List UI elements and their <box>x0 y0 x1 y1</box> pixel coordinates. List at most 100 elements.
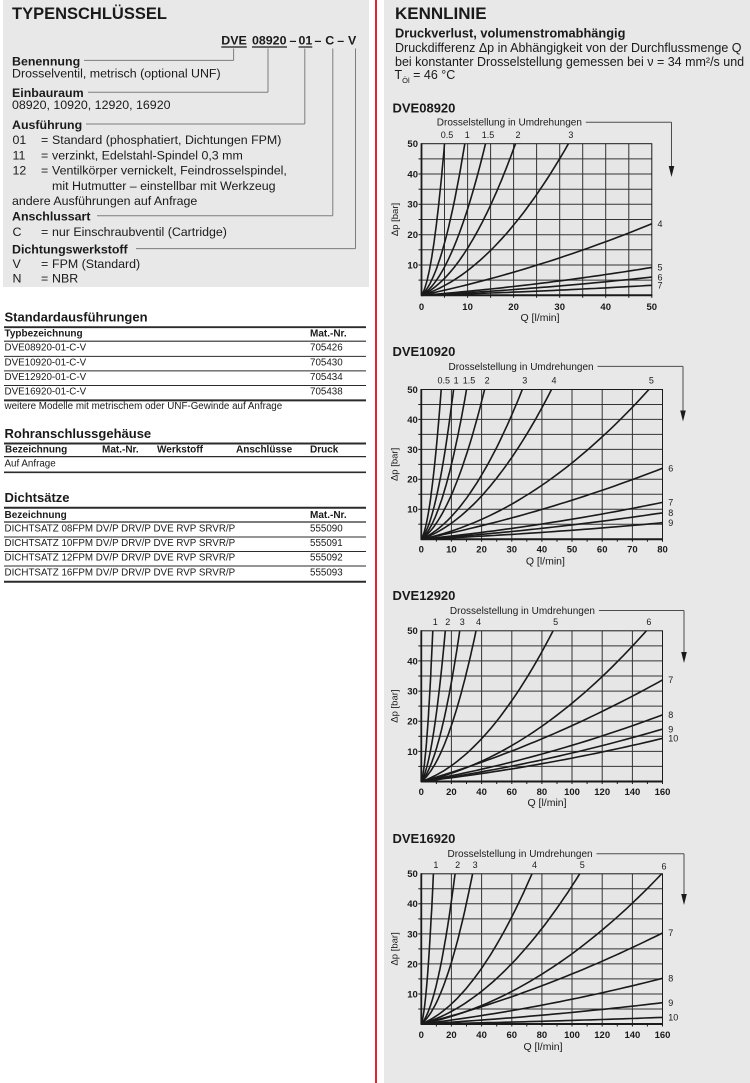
svg-text:705430: 705430 <box>310 357 343 368</box>
svg-text:Dichtsätze: Dichtsätze <box>5 490 70 505</box>
svg-text:08920: 08920 <box>252 34 287 48</box>
svg-text:3: 3 <box>460 617 465 627</box>
svg-text:0: 0 <box>419 1030 424 1041</box>
svg-text:=: = <box>41 164 48 178</box>
svg-text:10: 10 <box>407 747 418 758</box>
svg-text:Δp [bar]: Δp [bar] <box>390 448 401 481</box>
svg-text:30: 30 <box>407 445 418 456</box>
svg-text:=: = <box>41 133 48 147</box>
svg-text:20: 20 <box>446 787 457 798</box>
svg-text:Rohranschlussgehäuse: Rohranschlussgehäuse <box>5 426 152 441</box>
svg-text:3: 3 <box>473 860 478 870</box>
svg-text:Drosselstellung in Umdrehungen: Drosselstellung in Umdrehungen <box>450 606 595 617</box>
svg-text:DICHTSATZ 08FPM DV/P DRV/P DVE: DICHTSATZ 08FPM DV/P DRV/P DVE RVP SRVR/… <box>5 523 236 534</box>
svg-text:Q [l/min]: Q [l/min] <box>527 797 566 809</box>
svg-text:5: 5 <box>580 860 585 870</box>
svg-text:120: 120 <box>594 787 610 798</box>
svg-text:9: 9 <box>668 998 673 1008</box>
svg-text:9: 9 <box>668 518 673 528</box>
svg-text:01: 01 <box>13 133 27 147</box>
svg-text:705426: 705426 <box>310 343 343 354</box>
svg-text:V: V <box>348 34 357 48</box>
svg-text:=: = <box>41 148 48 162</box>
svg-text:Druckverlust, volumenstromabhä: Druckverlust, volumenstromabhängig <box>395 26 625 41</box>
svg-text:6: 6 <box>646 617 651 627</box>
svg-text:80: 80 <box>657 544 668 555</box>
svg-text:120: 120 <box>594 1030 610 1041</box>
svg-text:6: 6 <box>658 272 663 282</box>
svg-text:8: 8 <box>668 508 673 518</box>
svg-text:Bezeichnung: Bezeichnung <box>5 510 67 521</box>
svg-text:50: 50 <box>407 869 418 880</box>
svg-text:6: 6 <box>668 463 673 473</box>
svg-text:2: 2 <box>515 130 520 140</box>
svg-text:4: 4 <box>476 617 481 627</box>
svg-text:20: 20 <box>508 302 519 313</box>
svg-text:20: 20 <box>407 475 418 486</box>
svg-text:20: 20 <box>446 1030 457 1041</box>
svg-text:20: 20 <box>476 544 487 555</box>
svg-text:10: 10 <box>462 302 473 313</box>
svg-text:Auf Anfrage: Auf Anfrage <box>5 458 57 469</box>
svg-text:Mat.-Nr.: Mat.-Nr. <box>310 510 347 521</box>
svg-text:10: 10 <box>407 989 418 1000</box>
svg-text:7: 7 <box>668 928 673 938</box>
svg-text:1: 1 <box>433 860 438 870</box>
svg-text:=: = <box>41 225 48 239</box>
svg-text:DICHTSATZ 16FPM DV/P DRV/P DVE: DICHTSATZ 16FPM DV/P DRV/P DVE RVP SRVR/… <box>5 567 236 578</box>
svg-text:Druck: Druck <box>310 445 339 456</box>
svg-text:60: 60 <box>597 544 608 555</box>
svg-text:DICHTSATZ 12FPM DV/P DRV/P DVE: DICHTSATZ 12FPM DV/P DRV/P DVE RVP SRVR/… <box>5 553 236 564</box>
svg-text:bei konstanter Drosselstellung: bei konstanter Drosselstellung gemessen … <box>395 55 744 69</box>
svg-text:DVE12920: DVE12920 <box>393 588 456 603</box>
svg-text:555092: 555092 <box>310 553 343 564</box>
svg-text:DVE10920: DVE10920 <box>393 344 456 359</box>
svg-text:nur Einschraubventil (Cartridg: nur Einschraubventil (Cartridge) <box>52 225 227 239</box>
svg-text:KENNLINIE: KENNLINIE <box>395 4 487 23</box>
svg-text:10: 10 <box>446 544 457 555</box>
svg-text:6: 6 <box>661 861 666 871</box>
svg-text:160: 160 <box>655 787 671 798</box>
svg-text:Δp [bar]: Δp [bar] <box>390 203 401 236</box>
svg-text:555091: 555091 <box>310 538 343 549</box>
svg-text:30: 30 <box>407 687 418 698</box>
svg-text:Ventilkörper vernickelt, Feind: Ventilkörper vernickelt, Feindrosselspin… <box>52 164 287 178</box>
svg-text:1.5: 1.5 <box>482 130 495 140</box>
svg-text:4: 4 <box>658 219 663 229</box>
svg-text:weitere Modelle mit metrischem: weitere Modelle mit metrischem oder UNF-… <box>4 401 283 412</box>
svg-text:Drosselstellung in Umdrehungen: Drosselstellung in Umdrehungen <box>449 362 594 373</box>
svg-text:0.5: 0.5 <box>441 130 454 140</box>
svg-text:=: = <box>41 257 48 271</box>
svg-text:70: 70 <box>627 544 638 555</box>
svg-text:50: 50 <box>567 544 578 555</box>
svg-text:NBR: NBR <box>52 272 78 286</box>
svg-text:FPM (Standard): FPM (Standard) <box>52 257 140 271</box>
svg-text:40: 40 <box>600 302 611 313</box>
svg-text:100: 100 <box>564 787 580 798</box>
svg-text:1: 1 <box>454 376 459 386</box>
svg-text:160: 160 <box>655 1030 671 1041</box>
svg-text:555090: 555090 <box>310 523 343 534</box>
svg-text:5: 5 <box>553 617 558 627</box>
svg-text:Werkstoff: Werkstoff <box>157 445 204 456</box>
svg-text:Drosselventil, metrisch (optio: Drosselventil, metrisch (optional UNF) <box>12 67 221 81</box>
svg-text:40: 40 <box>476 1030 487 1041</box>
svg-text:C: C <box>325 34 334 48</box>
svg-text:3: 3 <box>522 376 527 386</box>
svg-text:Drosselstellung in Umdrehungen: Drosselstellung in Umdrehungen <box>437 118 582 129</box>
svg-text:Benennung: Benennung <box>12 54 80 68</box>
svg-text:30: 30 <box>407 929 418 940</box>
svg-text:1.5: 1.5 <box>463 376 476 386</box>
svg-text:10: 10 <box>407 505 418 516</box>
svg-text:Drosselstellung in Umdrehungen: Drosselstellung in Umdrehungen <box>448 849 593 860</box>
svg-text:50: 50 <box>407 626 418 637</box>
svg-text:40: 40 <box>407 415 418 426</box>
svg-text:08920, 10920, 12920, 16920: 08920, 10920, 12920, 16920 <box>12 98 171 112</box>
svg-text:N: N <box>13 272 22 286</box>
svg-text:705438: 705438 <box>310 387 343 398</box>
svg-text:DICHTSATZ 10FPM DV/P DRV/P DVE: DICHTSATZ 10FPM DV/P DRV/P DVE RVP SRVR/… <box>5 538 236 549</box>
svg-text:Standardausführungen: Standardausführungen <box>5 310 148 325</box>
svg-text:TÖl = 46 °C: TÖl = 46 °C <box>395 68 456 85</box>
svg-text:0: 0 <box>419 787 424 798</box>
svg-text:40: 40 <box>537 544 548 555</box>
